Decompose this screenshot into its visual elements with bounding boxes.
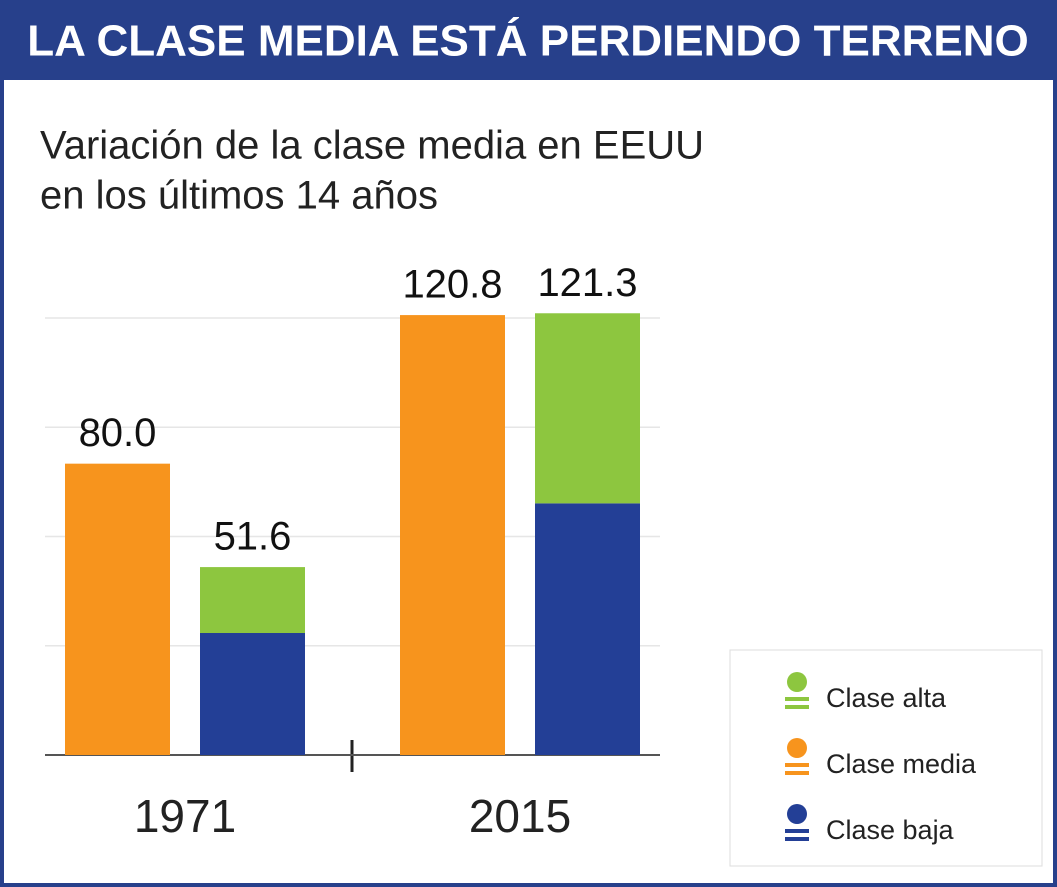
bar-segment xyxy=(535,313,640,504)
legend-icon xyxy=(787,804,807,824)
title-bar xyxy=(0,0,1057,80)
data-label: 120.8 xyxy=(402,263,502,307)
bar-segment xyxy=(200,567,305,634)
chart-title: LA CLASE MEDIA ESTÁ PERDIENDO TERRENO xyxy=(27,16,1028,66)
legend-icon xyxy=(785,705,809,709)
legend xyxy=(729,649,1043,867)
x-tick-label: 2015 xyxy=(469,790,571,842)
total-label: 51.6 xyxy=(214,515,292,559)
legend-icon xyxy=(785,829,809,833)
subtitle: en los últimos 14 años xyxy=(40,174,438,218)
legend-icon xyxy=(787,672,807,692)
legend-label: Clase alta xyxy=(826,683,947,713)
subtitle: Variación de la clase media en EEUU xyxy=(40,124,704,168)
bar xyxy=(400,315,505,755)
total-label: 121.3 xyxy=(537,261,637,305)
legend-icon xyxy=(785,837,809,841)
legend-icon xyxy=(785,763,809,767)
legend-icon xyxy=(787,738,807,758)
legend-label: Clase baja xyxy=(826,815,955,845)
data-label: 80.0 xyxy=(79,411,157,455)
x-tick-label: 1971 xyxy=(134,790,236,842)
legend-label: Clase media xyxy=(826,749,977,779)
bar-segment xyxy=(200,633,305,755)
legend-icon xyxy=(785,697,809,701)
bar xyxy=(65,463,170,755)
legend-icon xyxy=(785,771,809,775)
bar-segment xyxy=(535,503,640,755)
